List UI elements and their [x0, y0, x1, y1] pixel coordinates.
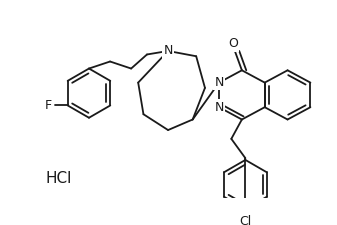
Text: F: F [45, 99, 52, 112]
Text: N: N [163, 45, 173, 57]
Text: O: O [228, 37, 238, 50]
Text: HCl: HCl [45, 171, 71, 186]
Text: Cl: Cl [239, 215, 251, 225]
Text: N: N [214, 101, 224, 114]
Text: N: N [214, 76, 224, 89]
